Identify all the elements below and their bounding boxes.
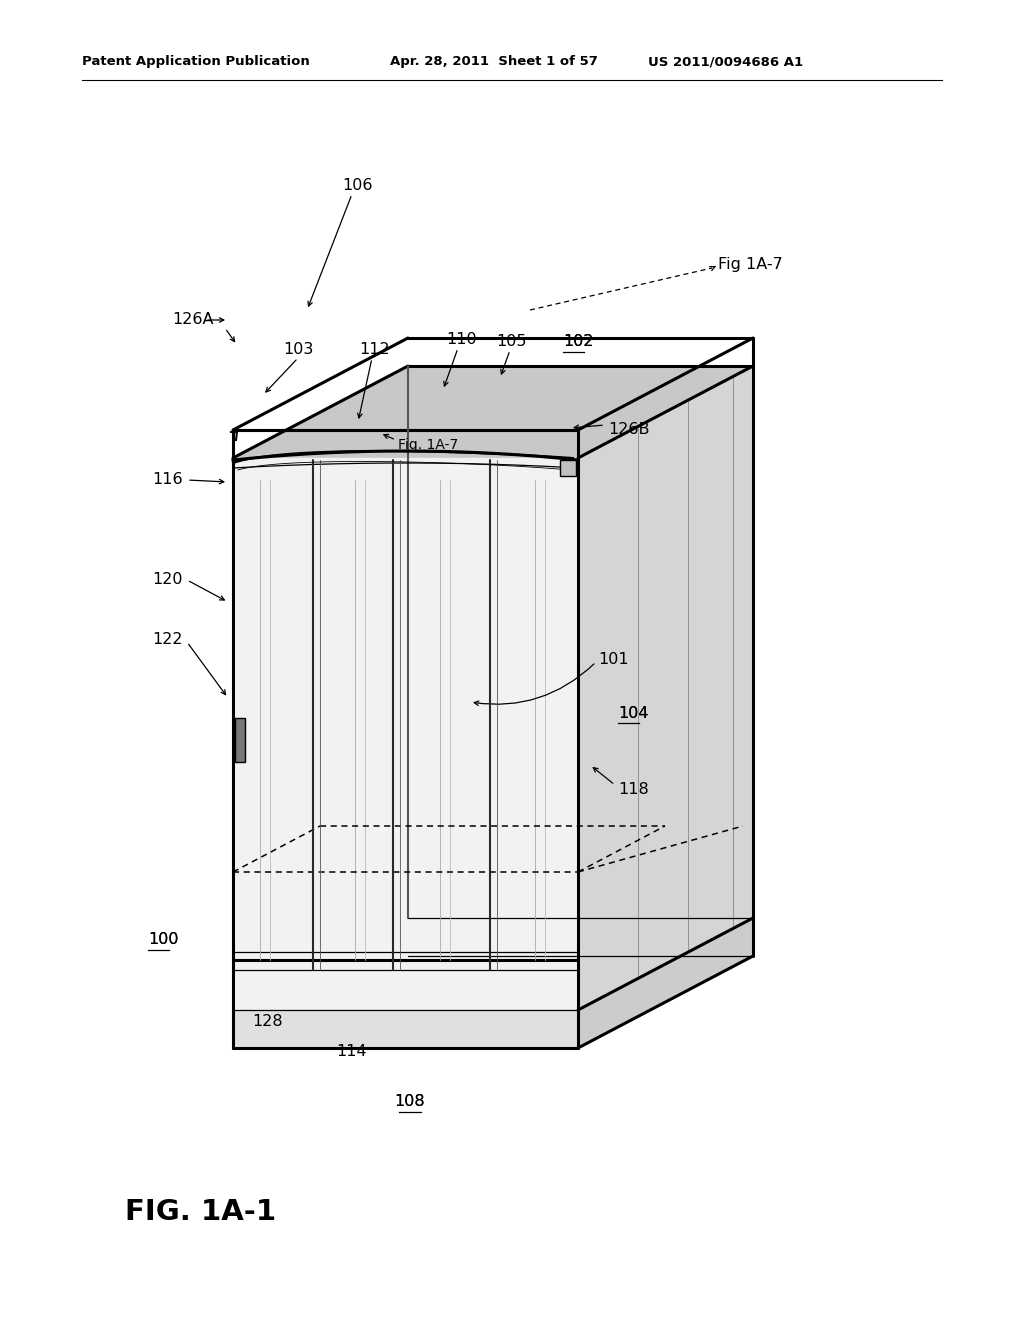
Text: 108: 108: [394, 1094, 425, 1110]
Text: 102: 102: [563, 334, 594, 350]
Text: 112: 112: [359, 342, 390, 358]
Text: Apr. 28, 2011  Sheet 1 of 57: Apr. 28, 2011 Sheet 1 of 57: [390, 55, 598, 69]
Text: 116: 116: [153, 473, 183, 487]
Text: Fig 1A-7: Fig 1A-7: [718, 257, 782, 272]
Text: 105: 105: [497, 334, 527, 350]
Text: 104: 104: [618, 705, 648, 721]
Bar: [234, 718, 245, 762]
Text: 126A: 126A: [172, 313, 213, 327]
Text: 118: 118: [618, 783, 649, 797]
Text: 101: 101: [598, 652, 629, 668]
Text: US 2011/0094686 A1: US 2011/0094686 A1: [648, 55, 803, 69]
Text: 108: 108: [394, 1094, 425, 1110]
Text: 128: 128: [253, 1015, 284, 1030]
Text: 103: 103: [283, 342, 313, 358]
Text: Fig. 1A-7: Fig. 1A-7: [398, 438, 459, 451]
Text: 100: 100: [148, 932, 178, 948]
Polygon shape: [233, 366, 753, 458]
Text: 120: 120: [153, 573, 183, 587]
Polygon shape: [233, 1010, 578, 1048]
Text: Patent Application Publication: Patent Application Publication: [82, 55, 309, 69]
Text: 104: 104: [618, 705, 648, 721]
Bar: [560, 459, 575, 477]
Text: FIG. 1A-1: FIG. 1A-1: [125, 1199, 276, 1226]
Text: 114: 114: [337, 1044, 368, 1060]
Polygon shape: [233, 458, 578, 1010]
Text: 126B: 126B: [608, 422, 649, 437]
Polygon shape: [578, 366, 753, 1010]
Text: 102: 102: [563, 334, 594, 350]
Text: 100: 100: [148, 932, 178, 948]
Polygon shape: [578, 917, 753, 1048]
Text: 106: 106: [342, 177, 373, 193]
Text: 110: 110: [446, 333, 477, 347]
Text: 122: 122: [153, 632, 183, 648]
